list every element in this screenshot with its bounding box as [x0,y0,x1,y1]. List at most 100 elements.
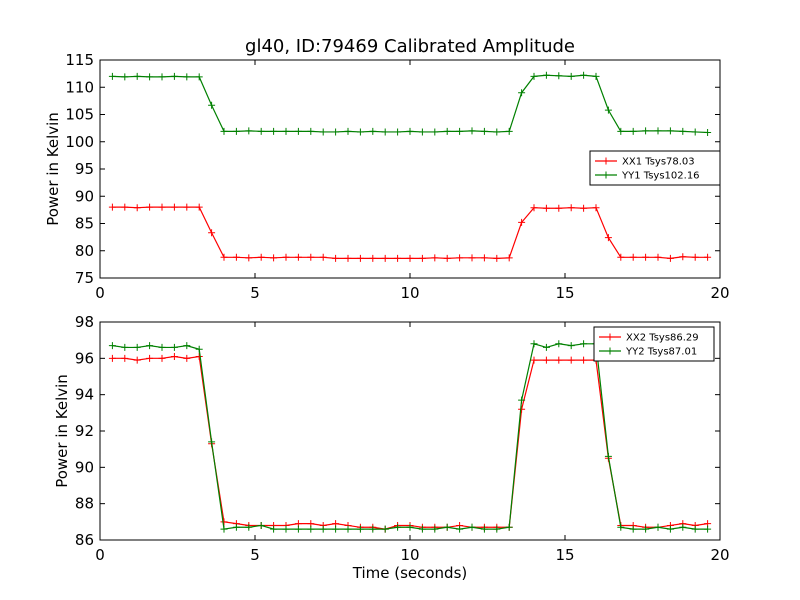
data-point [170,343,178,351]
data-point [356,254,364,262]
data-point [294,525,302,533]
data-point [431,128,439,136]
data-point [617,523,625,531]
data-point [381,128,389,136]
data-point [108,354,116,362]
x-tick-label: 15 [555,546,574,564]
y-tick-label: 115 [65,51,94,69]
bottom-subplot: 0 5 10 15 20 86 88 90 92 94 96 98 Power in Kelvin Tim… [53,313,730,582]
legend-marker [606,333,614,341]
data-point [418,254,426,262]
data-point [518,218,526,226]
data-point [369,254,377,262]
data-point [629,127,637,135]
y-tick-label: 100 [65,133,94,151]
data-point [344,254,352,262]
data-point [418,525,426,533]
data-point [456,525,464,533]
data-point [493,525,501,533]
data-point [580,356,588,364]
data-point [431,254,439,262]
legend: XX2 Tsys86.29 YY2 Tsys87.01 [593,326,715,362]
data-point [456,254,464,262]
data-point [555,340,563,348]
data-point [456,127,464,135]
y-tick-label: 95 [75,160,94,178]
data-point [555,72,563,80]
legend-marker [602,157,610,165]
data-point [505,254,513,262]
data-point [133,343,141,351]
data-point [654,253,662,261]
data-point [307,525,315,533]
data-point [282,127,290,135]
data-point [468,127,476,135]
data-point [679,253,687,261]
data-point [555,204,563,212]
data-point [146,342,154,350]
data-point [666,127,674,135]
data-point [666,254,674,262]
data-point [158,203,166,211]
data-point [704,253,712,261]
data-point [518,89,526,97]
data-point [319,525,327,533]
data-point [121,203,129,211]
data-point [195,203,203,211]
y-tick-label: 85 [75,215,94,233]
data-point [183,73,191,81]
data-point [530,204,538,212]
x-tick-label: 0 [95,546,105,564]
x-tick-label: 10 [400,284,419,302]
data-point [679,523,687,531]
data-point [220,525,228,533]
y-tick-label: 94 [75,386,94,404]
data-point [443,127,451,135]
data-point [332,525,340,533]
data-point [158,354,166,362]
data-point [406,127,414,135]
data-point [183,342,191,350]
legend-label: XX2 Tsys86.29 [626,333,699,344]
data-point [406,523,414,531]
data-point [530,72,538,80]
data-point [294,127,302,135]
x-axis-label: Time (seconds) [352,564,468,582]
y-tick-label: 92 [75,422,94,440]
data-point [108,342,116,350]
data-point [319,253,327,261]
data-point [567,204,575,212]
y-axis-label: Power in Kelvin [44,112,62,226]
x-tick-label: 10 [400,546,419,564]
data-point [567,72,575,80]
data-point [245,254,253,262]
data-point [431,525,439,533]
y-tick-label: 86 [75,531,94,549]
data-point [270,525,278,533]
data-point [542,356,550,364]
data-point [542,71,550,79]
legend-label: YY2 Tsys87.01 [625,347,697,358]
data-point [282,253,290,261]
data-point [146,203,154,211]
data-point [356,128,364,136]
x-tick-label: 5 [250,284,260,302]
data-point [592,204,600,212]
data-point [257,253,265,261]
data-point [270,254,278,262]
data-point [146,73,154,81]
data-point [170,353,178,361]
data-point [480,127,488,135]
y-tick-label: 75 [75,269,94,287]
data-point [604,452,612,460]
data-point [220,253,228,261]
data-point [232,523,240,531]
data-point [270,127,278,135]
y-tick-label: 88 [75,495,94,513]
data-point [121,343,129,351]
data-point [617,253,625,261]
data-point [530,340,538,348]
legend-label: YY1 Tsys102.16 [621,171,700,182]
data-point [580,204,588,212]
